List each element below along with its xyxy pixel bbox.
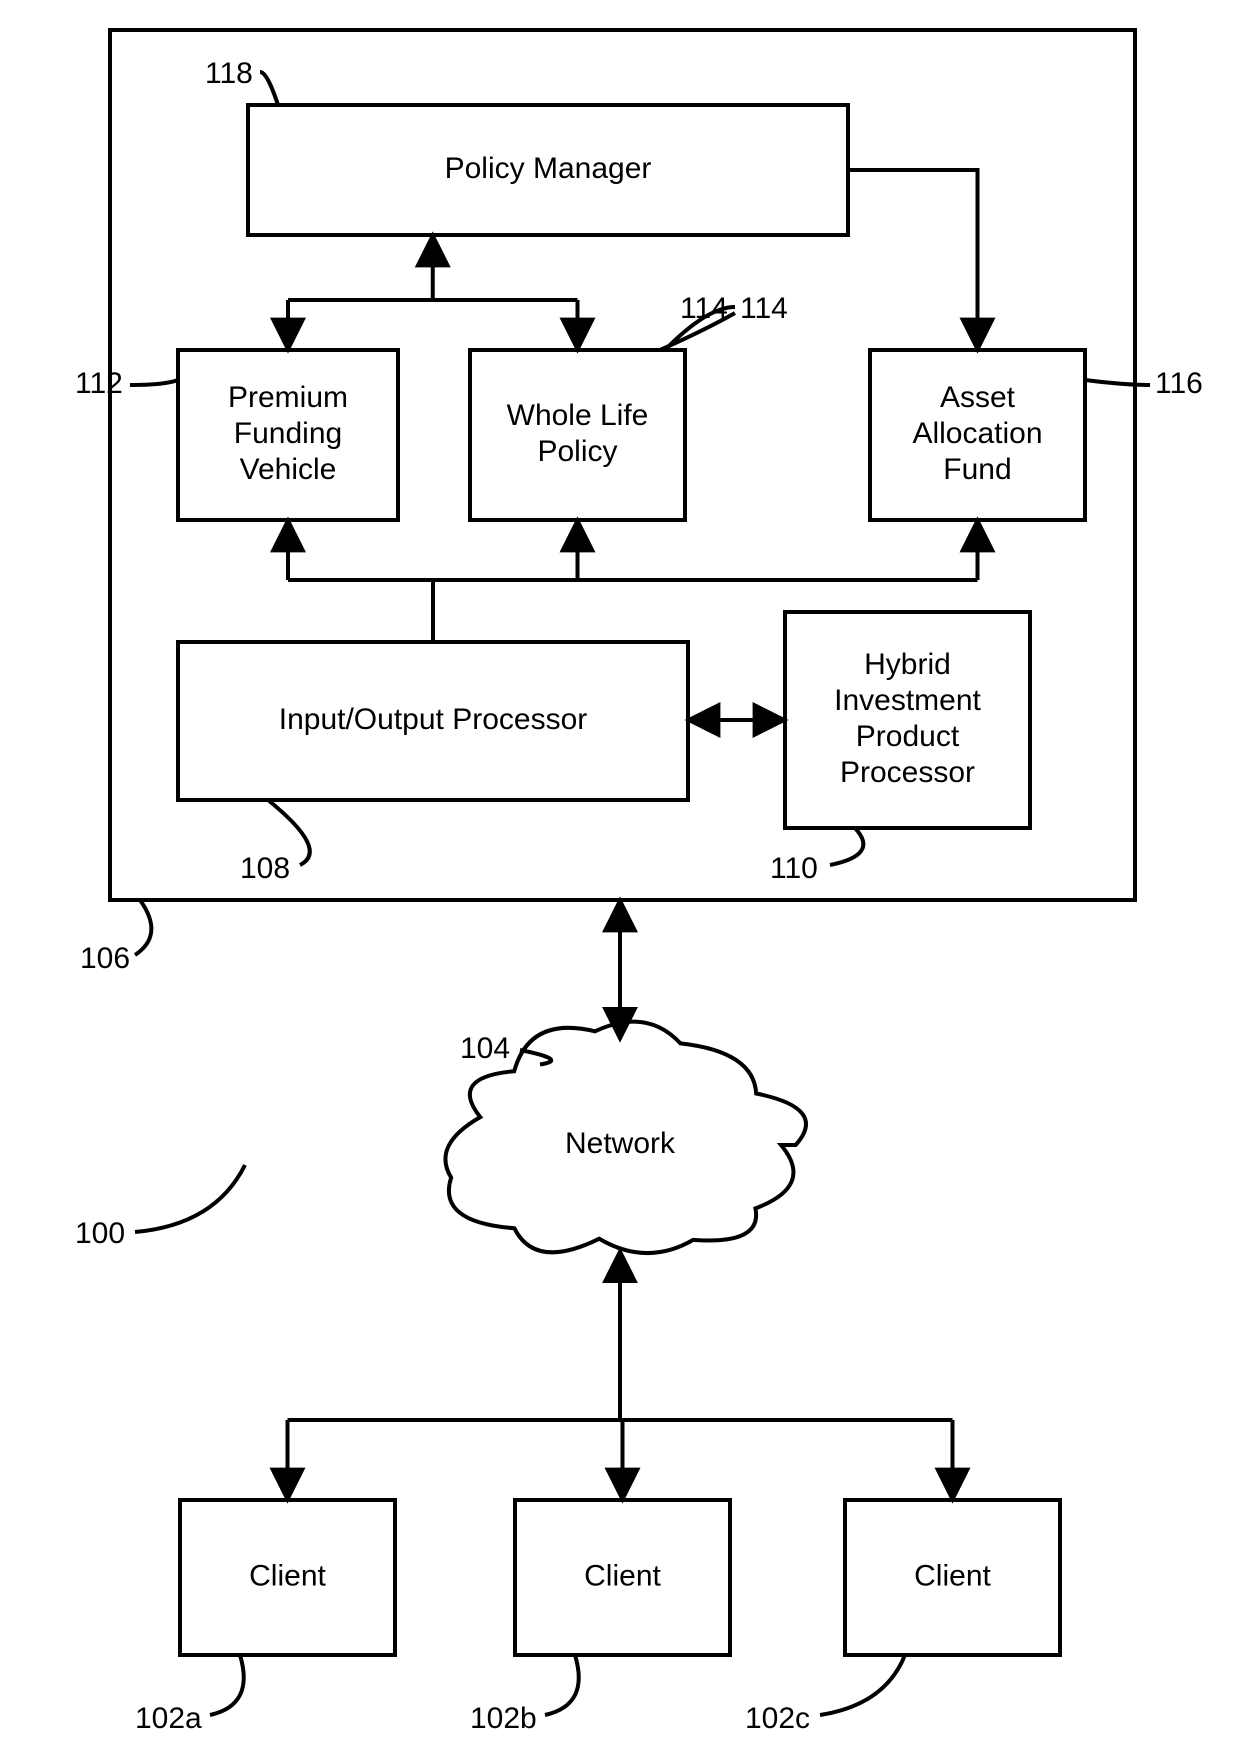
svg-text:114: 114 (740, 292, 788, 325)
svg-text:Hybrid: Hybrid (864, 648, 951, 681)
svg-text:104: 104 (460, 1032, 510, 1065)
svg-text:108: 108 (240, 852, 290, 885)
svg-text:Allocation: Allocation (912, 417, 1042, 450)
svg-text:112: 112 (75, 367, 123, 400)
svg-text:106: 106 (80, 942, 130, 975)
svg-text:Investment: Investment (834, 684, 981, 717)
svg-text:Client: Client (914, 1559, 991, 1592)
svg-text:Policy Manager: Policy Manager (445, 152, 652, 185)
svg-text:Input/Output Processor: Input/Output Processor (279, 703, 588, 736)
svg-text:116: 116 (1155, 367, 1203, 400)
svg-text:Product: Product (856, 720, 960, 753)
svg-text:Asset: Asset (940, 381, 1016, 414)
svg-text:118: 118 (205, 57, 253, 90)
svg-text:Network: Network (565, 1127, 676, 1160)
svg-text:Processor: Processor (840, 756, 975, 789)
svg-text:102a: 102a (135, 1702, 202, 1735)
svg-text:110: 110 (770, 852, 818, 885)
svg-text:Premium: Premium (228, 381, 348, 414)
svg-text:102c: 102c (745, 1702, 810, 1735)
svg-text:Policy: Policy (537, 435, 617, 468)
svg-text:102b: 102b (470, 1702, 537, 1735)
svg-text:Fund: Fund (943, 453, 1011, 486)
svg-text:Client: Client (584, 1559, 661, 1592)
svg-text:Funding: Funding (234, 417, 342, 450)
svg-text:Client: Client (249, 1559, 326, 1592)
svg-text:100: 100 (75, 1217, 125, 1250)
svg-text:Vehicle: Vehicle (240, 453, 337, 486)
diagram-canvas: Policy Manager PremiumFundingVehicle Whole… (0, 0, 1240, 1759)
svg-text:Whole Life: Whole Life (507, 399, 649, 432)
